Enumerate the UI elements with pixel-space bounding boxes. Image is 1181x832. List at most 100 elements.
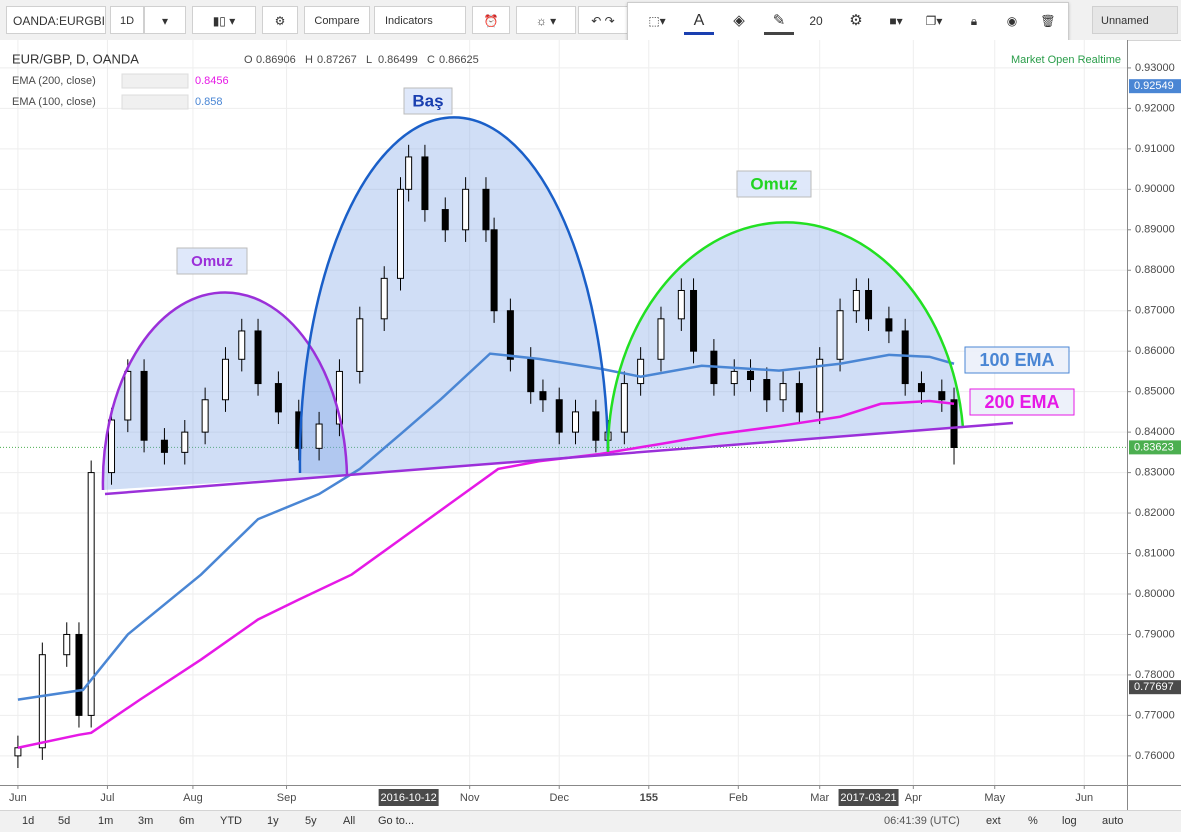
- delete[interactable]: 🗑︎: [1034, 7, 1062, 35]
- bottom-toolbar: Go to... 06:41:39 (UTC) 1d 5d 1m 3m 6m YTD 1y 5…: [0, 810, 1181, 832]
- price-marker-label: 0.92549: [1134, 80, 1174, 92]
- font-size[interactable]: 20: [800, 7, 832, 35]
- ema-line: [17, 352, 955, 701]
- candle-body: [238, 330, 246, 360]
- scale-option[interactable]: log: [1062, 815, 1077, 827]
- visual-order[interactable]: ■▾: [880, 7, 912, 35]
- indicator-value: 0.858: [195, 96, 223, 108]
- fill-color[interactable]: ◈: [724, 7, 754, 35]
- annotation-box: [969, 388, 1075, 416]
- x-tick-label: 155: [640, 792, 658, 804]
- plot-area: [0, 40, 1127, 785]
- y-tick-label: 0.82000: [1135, 507, 1175, 519]
- range-button[interactable]: 5d: [58, 815, 71, 827]
- ohlc-value: 0.86625: [439, 54, 479, 66]
- ohlc-value: 0.87267: [317, 54, 357, 66]
- range-button[interactable]: 1m: [98, 815, 114, 827]
- candle-body: [592, 411, 600, 441]
- price-marker-box: [1129, 680, 1181, 695]
- scale-option[interactable]: auto: [1102, 815, 1124, 827]
- scale-option[interactable]: %: [1028, 815, 1038, 827]
- x-marker-label: 2017-03-21: [840, 792, 896, 804]
- range-button[interactable]: 1y: [267, 815, 279, 827]
- candle-body: [917, 383, 925, 393]
- chart: Omuz Baş Omuz 100 EMA 200 EMA 0.76000 0.77000…: [0, 40, 1181, 810]
- scale-option[interactable]: ext: [986, 815, 1001, 827]
- y-tick-label: 0.81000: [1135, 547, 1175, 559]
- x-tick-label: Feb: [729, 792, 748, 804]
- pattern-lines: [101, 116, 1014, 496]
- ohlc-label: C: [427, 54, 435, 66]
- ideas-button[interactable]: ☼ ▾: [516, 6, 576, 34]
- candle-body: [555, 399, 563, 433]
- candle-body: [852, 289, 860, 312]
- interval-button[interactable]: 1D: [110, 6, 144, 34]
- ohlc-label: H: [305, 54, 313, 66]
- candle-body: [356, 318, 364, 372]
- undo-redo[interactable]: ↶ ↷: [578, 6, 628, 34]
- lock[interactable]: 🔒︎: [960, 7, 988, 35]
- candle-body: [527, 358, 535, 393]
- x-tick-label: Mar: [810, 792, 829, 804]
- candle-body: [572, 411, 580, 433]
- candle-body: [779, 383, 787, 401]
- annotation-label: 200 EMA: [984, 392, 1059, 412]
- candle-body: [795, 383, 803, 413]
- candle-body: [441, 209, 449, 231]
- layout-name[interactable]: Unnamed: [1092, 6, 1178, 34]
- ohlc-value: 0.86499: [378, 54, 418, 66]
- candle-body: [140, 370, 148, 441]
- candle-body: [506, 310, 514, 360]
- ohlc-label: O: [244, 54, 253, 66]
- candle-body: [201, 399, 209, 433]
- symbol-field[interactable]: OANDA:EURGBI: [6, 6, 106, 34]
- head-arc: [298, 116, 610, 474]
- y-tick-label: 0.85000: [1135, 386, 1175, 398]
- range-button[interactable]: All: [343, 815, 356, 827]
- candle-body: [380, 277, 388, 320]
- annotation-box: [736, 170, 812, 198]
- settings-icon[interactable]: ⚙: [842, 7, 870, 35]
- range-button[interactable]: 1d: [22, 815, 35, 827]
- range-button[interactable]: 3m: [138, 815, 154, 827]
- hide[interactable]: ◉: [998, 7, 1026, 35]
- candle-body: [482, 188, 490, 231]
- indicators-button[interactable]: Indicators: [374, 6, 466, 34]
- indicator-name: EMA (200, close): [12, 75, 96, 87]
- candle-body: [620, 383, 628, 433]
- x-tick-label: Jun: [9, 792, 27, 804]
- indicator-controls: [121, 94, 189, 110]
- y-tick-label: 0.80000: [1135, 588, 1175, 600]
- candle-body: [221, 358, 229, 401]
- candle-body: [75, 633, 83, 716]
- right-shoulder-arc: [606, 221, 965, 453]
- select-tool[interactable]: ⬚▾: [640, 7, 674, 35]
- candle-body: [690, 289, 698, 352]
- y-tick-label: 0.78000: [1135, 669, 1175, 681]
- range-button[interactable]: 5y: [305, 815, 317, 827]
- settings-button[interactable]: ⚙: [262, 6, 298, 34]
- y-tick-label: 0.76000: [1135, 750, 1175, 762]
- candle-body: [865, 289, 873, 320]
- alert-button[interactable]: ⏰: [472, 6, 510, 34]
- shoulder-fill: [608, 222, 963, 452]
- compare-button[interactable]: Compare: [304, 6, 370, 34]
- clock: 06:41:39 (UTC): [884, 815, 960, 827]
- annotation-box: [176, 247, 248, 275]
- range-button[interactable]: YTD: [220, 815, 242, 827]
- clone[interactable]: ❐▾: [918, 7, 950, 35]
- candle-body: [938, 391, 946, 401]
- range-button[interactable]: 6m: [179, 815, 195, 827]
- text-color[interactable]: A: [684, 7, 714, 35]
- market-status: Market Open Realtime: [1011, 54, 1121, 66]
- annotation-label: 100 EMA: [979, 350, 1054, 370]
- candle-body: [730, 370, 738, 385]
- interval-dropdown[interactable]: ▾: [144, 6, 186, 34]
- price-marker-box: [1129, 79, 1181, 94]
- line-tool[interactable]: ✎: [764, 7, 794, 35]
- drawing-toolbar: ⬚▾ A ◈ ✎ 20 ⚙ ■▾ ❐▾ 🔒︎ ◉ 🗑︎: [627, 2, 1069, 42]
- candle-body: [421, 156, 429, 211]
- price-marker-label: 0.77697: [1134, 681, 1174, 693]
- chart-style-button[interactable]: ▮▯ ▾: [192, 6, 256, 34]
- goto-button[interactable]: Go to...: [378, 815, 415, 827]
